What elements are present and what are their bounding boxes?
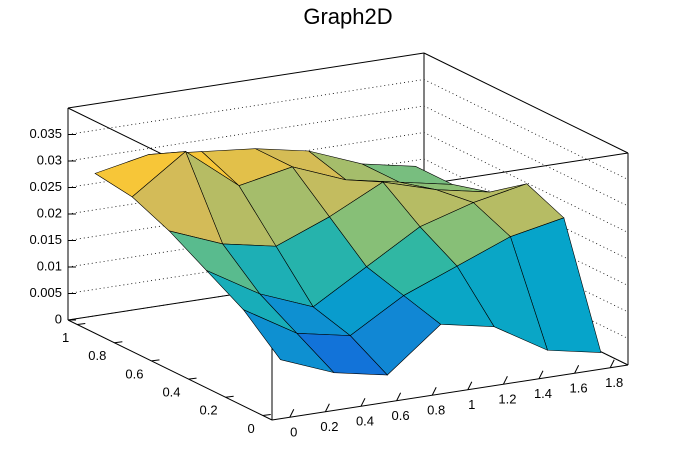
x-tick-label: 1.8 — [605, 375, 623, 390]
y-tick-label: 0.2 — [200, 403, 218, 418]
chart-title: Graph2D — [303, 4, 392, 29]
y-tick-label: 1 — [62, 330, 69, 345]
x-tick-label: 0 — [290, 425, 297, 440]
x-tick-label: 1 — [468, 397, 475, 412]
box-edge — [67, 52, 425, 109]
z-tick-label: 0.025 — [29, 179, 62, 194]
z-tick-label: 0.035 — [29, 126, 62, 141]
x-tick-label: 0.6 — [392, 408, 410, 423]
x-tick — [360, 398, 366, 407]
x-tick-label: 1.2 — [498, 392, 516, 407]
x-tick — [502, 376, 508, 385]
x-tick — [574, 365, 580, 374]
y-axis — [67, 319, 273, 421]
y-tick — [262, 413, 271, 416]
x-tick-label: 0.8 — [427, 403, 445, 418]
x-tick — [289, 409, 295, 418]
y-tick — [114, 341, 123, 344]
x-tick — [609, 359, 615, 368]
y-tick — [225, 395, 234, 398]
x-tick-label: 0.2 — [320, 419, 338, 434]
x-tick-label: 1.4 — [534, 386, 552, 401]
z-tick-label: 0.03 — [37, 152, 62, 167]
z-tick-label: 0.005 — [29, 285, 62, 300]
z-tick-label: 0.02 — [37, 205, 62, 220]
x-tick — [538, 370, 544, 379]
box-edge — [423, 52, 629, 154]
x-tick — [467, 381, 473, 390]
surface-cell — [242, 308, 335, 374]
x-tick-label: 1.6 — [570, 381, 588, 396]
z-tick-label: 0 — [55, 311, 62, 326]
x-axis — [271, 364, 629, 421]
y-tick — [188, 377, 197, 380]
z-tick-label: 0.015 — [29, 232, 62, 247]
y-tick-label: 0.8 — [88, 348, 106, 363]
z-tick-label: 0.01 — [37, 258, 62, 273]
y-tick-label: 0.6 — [125, 366, 143, 381]
x-tick — [396, 392, 402, 401]
x-tick-label: 0.4 — [356, 414, 374, 429]
y-tick — [151, 359, 160, 362]
x-tick — [431, 387, 437, 396]
y-tick-label: 0.4 — [162, 385, 180, 400]
x-tick — [324, 403, 330, 412]
y-tick-label: 0 — [247, 421, 254, 436]
y-tick — [77, 323, 86, 326]
